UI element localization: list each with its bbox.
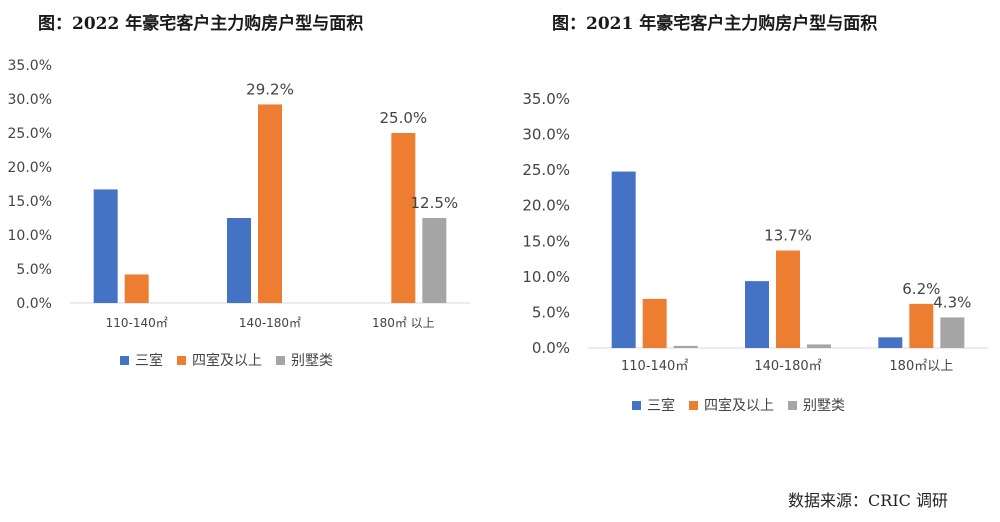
x-category-label: 140-180㎡: [754, 359, 821, 374]
y-tick-label: 5.0%: [532, 303, 570, 321]
legend-swatch: [120, 355, 129, 365]
legend-item-three-room: 三室: [120, 350, 163, 370]
y-tick-label: 35.0%: [522, 90, 570, 108]
data-label: 29.2%: [246, 80, 294, 98]
y-tick-label: 25.0%: [8, 126, 52, 142]
x-category-label: 140-180㎡: [239, 316, 301, 330]
bar: [642, 298, 667, 348]
x-category-label: 180㎡以上: [889, 359, 953, 374]
bar: [940, 317, 965, 348]
legend-swatch: [788, 400, 797, 410]
chart-2022: 0.0% 5.0% 10.0% 15.0% 20.0% 25.0% 30.0% 35.0% 11…: [8, 58, 470, 330]
legend-item-three-room: 三室: [632, 395, 675, 415]
y-tick-label: 30.0%: [522, 126, 570, 144]
bar: [878, 337, 903, 348]
bar: [227, 218, 251, 303]
y-tick-label: 20.0%: [522, 197, 570, 215]
data-label: 12.5%: [411, 194, 459, 212]
bar: [909, 303, 934, 348]
legend-swatch: [689, 400, 698, 410]
y-tick-label: 30.0%: [8, 92, 52, 108]
legend-label: 四室及以上: [192, 353, 262, 369]
bar: [673, 345, 698, 348]
bar: [745, 281, 769, 348]
y-tick-label: 35.0%: [8, 58, 52, 74]
legend-swatch: [177, 355, 186, 365]
legend-label: 别墅类: [291, 353, 333, 369]
bar: [124, 274, 149, 303]
data-label: 4.3%: [933, 293, 971, 311]
bar: [807, 344, 831, 348]
data-label: 13.7%: [764, 227, 812, 245]
y-tick-label: 25.0%: [522, 161, 570, 179]
chart-2022-title: 图：2022 年豪宅客户主力购房户型与面积: [38, 14, 364, 34]
y-tick-label: 10.0%: [522, 268, 570, 286]
chart-2021: 0.0% 5.0% 10.0% 15.0% 20.0% 25.0% 30.0% 35.0% 11…: [522, 90, 988, 374]
y-tick-label: 0.0%: [532, 339, 570, 357]
legend-label: 四室及以上: [704, 398, 774, 414]
legend-item-villa: 别墅类: [276, 350, 333, 370]
legend-item-villa: 别墅类: [788, 395, 845, 415]
legend-label: 三室: [135, 353, 163, 369]
chart-2022-legend: 三室 四室及以上 别墅类: [120, 350, 333, 370]
chart-2021-title: 图：2021 年豪宅客户主力购房户型与面积: [552, 14, 878, 34]
legend-item-four-room: 四室及以上: [689, 395, 774, 415]
bar: [93, 189, 118, 303]
y-tick-label: 15.0%: [8, 194, 52, 210]
y-tick-label: 0.0%: [16, 296, 52, 312]
y-tick-label: 10.0%: [8, 228, 52, 244]
y-tick-label: 20.0%: [8, 160, 52, 176]
x-category-label: 110-140㎡: [106, 316, 168, 330]
x-category-label: 180㎡ 以上: [372, 316, 435, 330]
bar: [258, 104, 282, 303]
legend-swatch: [632, 400, 641, 410]
y-tick-label: 15.0%: [522, 232, 570, 250]
legend-label: 别墅类: [803, 398, 845, 414]
source-note: 数据来源：CRIC 调研: [788, 491, 948, 510]
bar: [611, 171, 636, 348]
legend-item-four-room: 四室及以上: [177, 350, 262, 370]
legend-swatch: [276, 355, 285, 365]
bar: [776, 250, 800, 348]
bar: [422, 218, 447, 303]
legend-label: 三室: [647, 398, 675, 414]
data-label: 6.2%: [902, 280, 940, 298]
chart-2021-legend: 三室 四室及以上 别墅类: [632, 395, 845, 415]
data-label: 25.0%: [380, 109, 428, 127]
y-tick-label: 5.0%: [16, 262, 52, 278]
x-category-label: 110-140㎡: [621, 359, 688, 374]
bar: [391, 133, 416, 303]
